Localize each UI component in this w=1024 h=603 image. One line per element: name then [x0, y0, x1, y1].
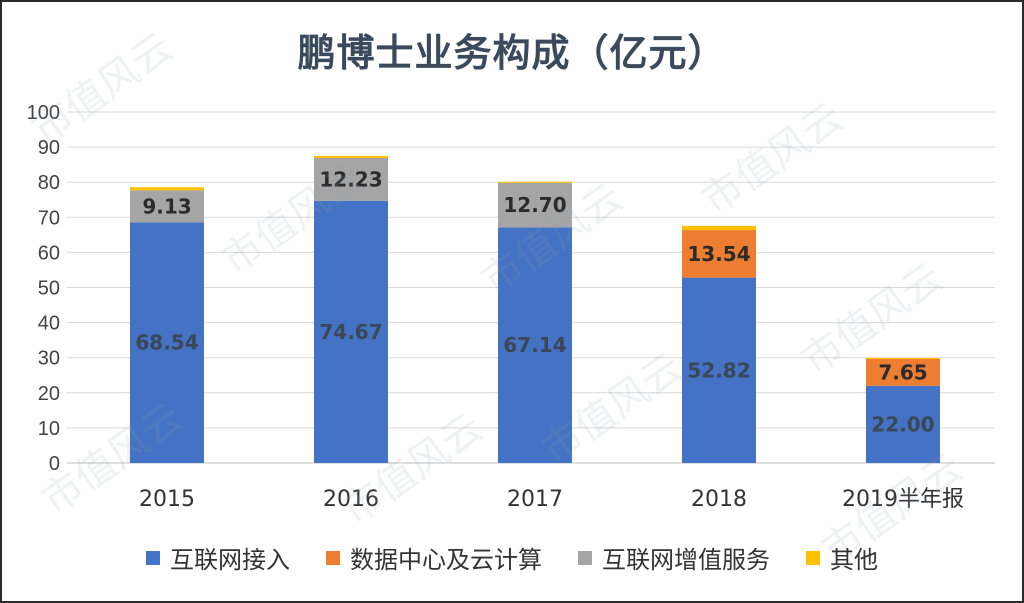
data-label: 67.14	[503, 333, 566, 357]
x-category-label: 2017	[507, 487, 563, 512]
legend-label: 其他	[830, 546, 878, 574]
bar-segment	[498, 227, 572, 463]
y-tick-label: 10	[38, 418, 60, 440]
data-label: 22.00	[871, 412, 934, 436]
bar-segment	[866, 358, 940, 386]
legend-label: 互联网增值服务	[602, 546, 770, 574]
y-tick-label: 20	[38, 383, 60, 405]
y-tick-label: 30	[38, 348, 60, 370]
bar-segment	[130, 187, 204, 191]
legend-swatch	[326, 550, 340, 565]
bar-segment	[682, 277, 756, 463]
y-tick-label: 40	[38, 313, 60, 335]
bar-segment	[314, 200, 388, 463]
legend-label: 数据中心及云计算	[350, 546, 542, 574]
bar-segment	[682, 230, 756, 278]
legend-item: 互联网接入	[146, 540, 290, 575]
watermark-text: 市值风云	[24, 25, 181, 154]
data-label: 9.13	[142, 194, 191, 218]
legend-item: 数据中心及云计算	[326, 540, 542, 575]
data-label: 12.23	[319, 167, 382, 191]
y-tick-label: 70	[38, 207, 60, 229]
chart-legend: 互联网接入 数据中心及云计算 互联网增值服务 其他	[0, 540, 1024, 575]
x-category-label: 2016	[323, 487, 379, 512]
data-label: 12.70	[503, 193, 566, 217]
bar-segment	[682, 225, 756, 231]
watermark-text: 市值风云	[694, 95, 851, 224]
legend-swatch	[806, 550, 820, 565]
y-tick-label: 50	[38, 278, 60, 300]
legend-item: 其他	[806, 540, 878, 575]
legend-label: 互联网接入	[170, 546, 290, 574]
y-tick-label: 90	[38, 137, 60, 159]
y-tick-label: 60	[38, 242, 60, 264]
data-label: 68.54	[135, 331, 198, 355]
bar-segment	[866, 385, 940, 463]
y-tick-label: 100	[27, 102, 60, 124]
bar-segment	[130, 222, 204, 463]
legend-swatch	[578, 550, 592, 565]
data-label: 13.54	[687, 242, 750, 266]
legend-swatch	[146, 550, 160, 565]
bar-segment	[866, 357, 940, 359]
y-tick-label: 80	[38, 172, 60, 194]
x-category-label: 2018	[691, 487, 747, 512]
data-label: 52.82	[687, 358, 750, 382]
bar-segment	[314, 155, 388, 158]
bar-segment	[498, 181, 572, 183]
data-label: 74.67	[319, 320, 382, 344]
data-label: 7.65	[878, 360, 927, 384]
bar-segment	[498, 182, 572, 228]
y-tick-label: 0	[49, 453, 60, 475]
x-category-label: 2019半年报	[842, 487, 964, 512]
bar-segment	[314, 157, 388, 201]
chart-title: 鹏博士业务构成（亿元）	[297, 31, 727, 75]
bar-segment	[130, 190, 204, 223]
legend-item: 互联网增值服务	[578, 540, 770, 575]
x-category-label: 2015	[139, 487, 195, 512]
